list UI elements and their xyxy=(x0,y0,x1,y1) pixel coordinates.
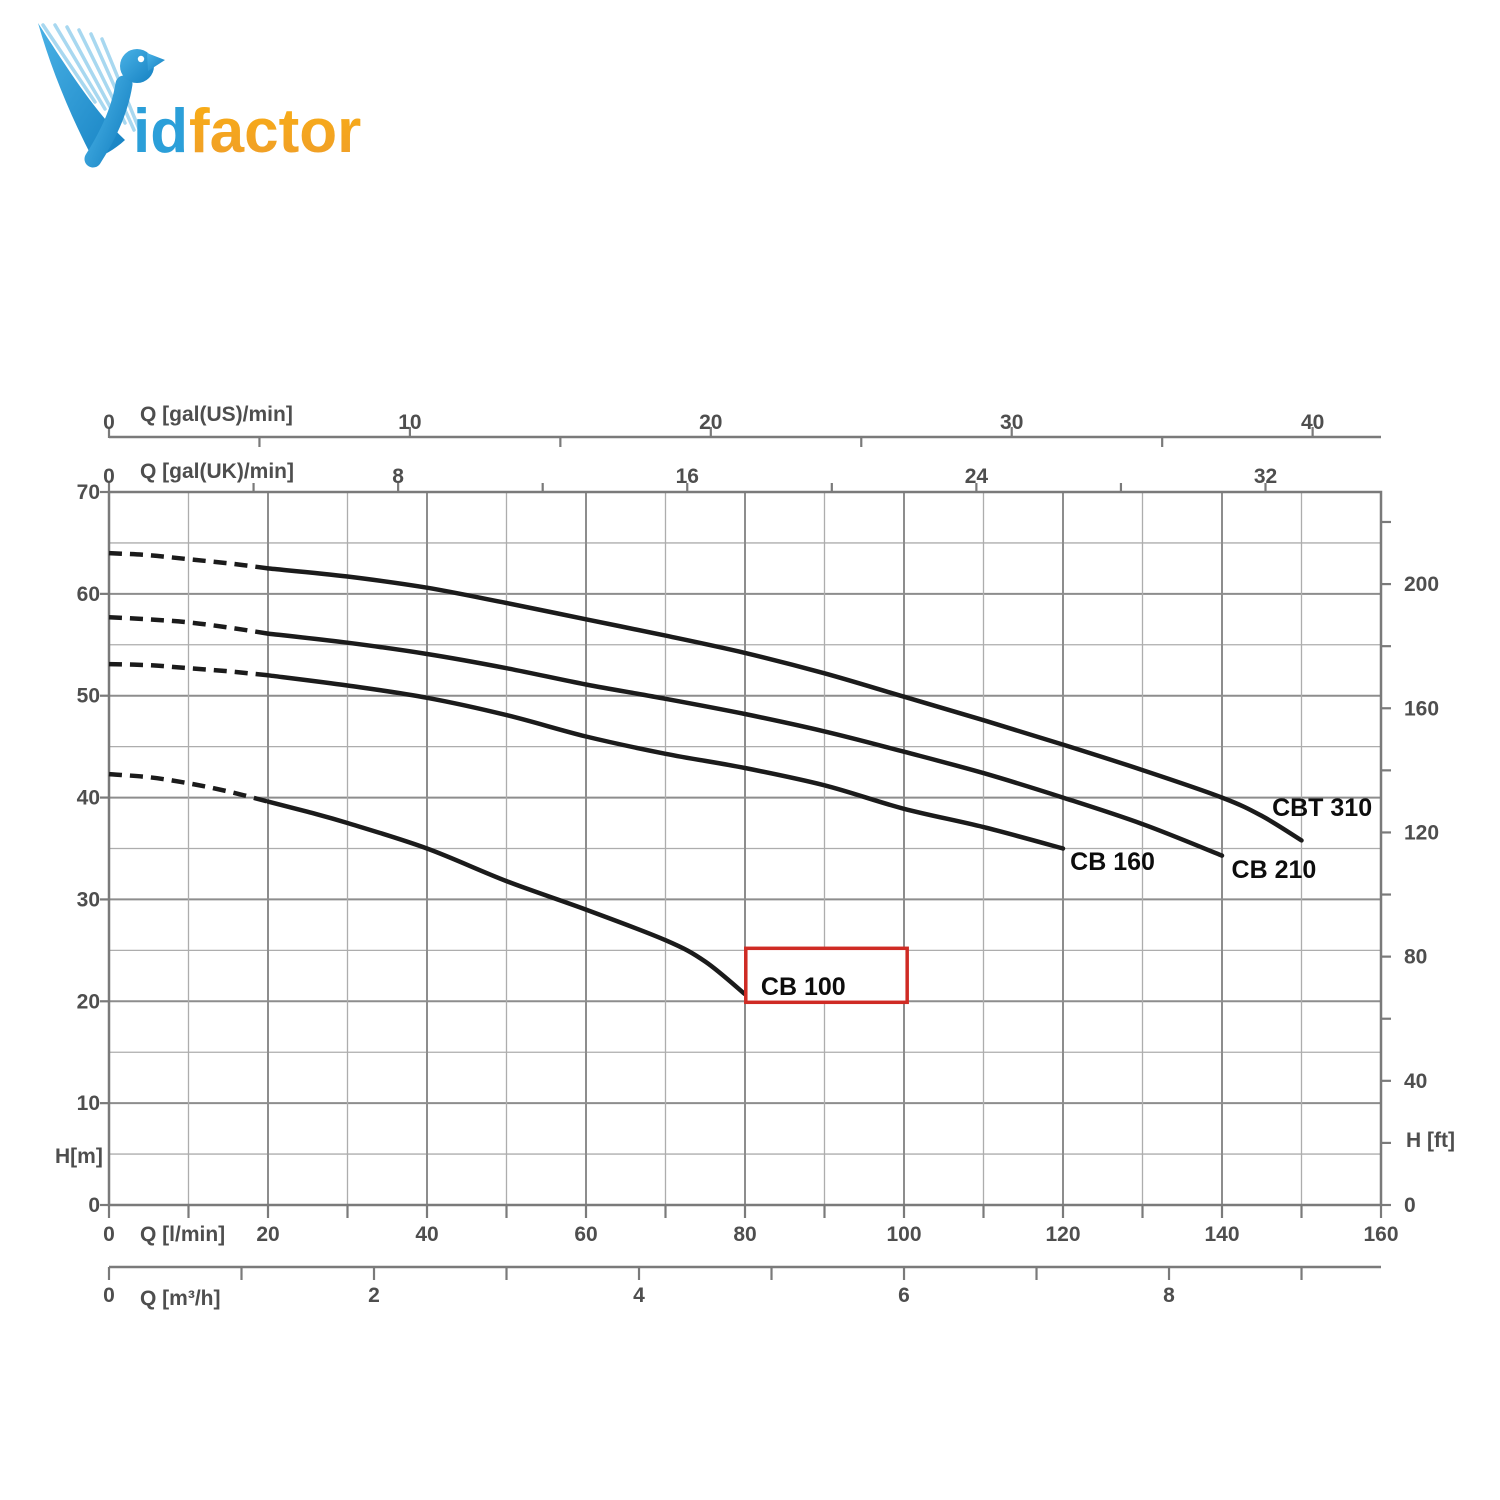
x-axis-gal-uk-tick-label: 8 xyxy=(392,465,404,488)
y-axis-ft-tick-label: 200 xyxy=(1404,573,1439,596)
logo-text-id: id xyxy=(133,97,188,166)
y-axis-m-tick-label: 50 xyxy=(77,685,100,708)
y-axis-m-tick-label: 10 xyxy=(77,1092,100,1115)
x-axis-lmin-tick-label: 80 xyxy=(733,1223,756,1246)
curve-dashed-cb-210 xyxy=(108,615,269,636)
x-axis-gal-us-tick-label: 20 xyxy=(699,411,722,434)
curve-cb-160 xyxy=(265,673,1066,851)
y-axis-ft-tick-label: 160 xyxy=(1404,697,1439,720)
y-axis-ft-tick-label: 120 xyxy=(1404,821,1439,844)
x-axis-lmin-tick-label: 120 xyxy=(1045,1223,1080,1246)
x-axis-gal-uk-tick-label: 0 xyxy=(103,465,115,488)
bird-eye xyxy=(137,55,145,63)
curve-cb-100 xyxy=(265,799,748,997)
x-axis-gal-uk-tick-label: 24 xyxy=(965,465,989,488)
bird-head xyxy=(120,49,154,83)
x-axis-gal-uk-tick-label: 16 xyxy=(676,465,699,488)
x-axis-lmin-tick-label: 60 xyxy=(574,1223,597,1246)
y-axis-m-tick-label: 40 xyxy=(77,787,100,810)
x-axis-gal-us-tick-label: 10 xyxy=(398,411,421,434)
y-axis-ft-tick-label: 0 xyxy=(1404,1194,1416,1217)
y-axis-m-tick-label: 20 xyxy=(77,990,100,1013)
x-axis-m3h-tick-label: 4 xyxy=(633,1284,645,1307)
y-axis-ft-tick-label: 40 xyxy=(1404,1070,1427,1093)
x-axis-lmin-tick-label: 40 xyxy=(415,1223,438,1246)
curve-label-cb-210: CB 210 xyxy=(1232,856,1317,884)
x-axis-m3h-tick-label: 8 xyxy=(1163,1284,1175,1307)
bird-neck xyxy=(84,75,133,168)
y-axis-ft-tick-label: 80 xyxy=(1404,946,1427,969)
curve-dashed-cb-160 xyxy=(108,661,269,678)
x-axis-gal-us-title: Q [gal(US)/min] xyxy=(140,403,293,426)
logo-text-factor: factor xyxy=(189,97,361,166)
curve-cbt-310 xyxy=(265,566,1304,843)
x-axis-lmin-tick-label: 20 xyxy=(256,1223,279,1246)
x-axis-gal-us-tick-label: 0 xyxy=(103,411,115,434)
vidfactor-logo: id factor xyxy=(38,23,361,168)
x-axis-gal-us-tick-label: 40 xyxy=(1301,411,1324,434)
x-axis-lmin-tick-label: 100 xyxy=(886,1223,921,1246)
highlight-box xyxy=(744,946,909,1005)
x-axis-m3h-title: Q [m³/h] xyxy=(140,1287,220,1310)
x-axis-gal-uk-title: Q [gal(UK)/min] xyxy=(140,460,294,483)
curve-cb-210 xyxy=(265,631,1225,858)
y-axis-ft-title: H [ft] xyxy=(1406,1129,1455,1152)
x-axis-gal-us-tick-label: 30 xyxy=(1000,411,1023,434)
curve-dashed-cbt-310 xyxy=(108,550,269,571)
x-axis-lmin-tick-label: 0 xyxy=(103,1223,115,1246)
curve-dashed-cb-100 xyxy=(108,771,269,804)
x-axis-lmin-title: Q [l/min] xyxy=(140,1223,225,1246)
y-axis-m-tick-label: 30 xyxy=(77,888,100,911)
x-axis-lmin-tick-label: 160 xyxy=(1363,1223,1398,1246)
x-axis-m3h-tick-label: 0 xyxy=(103,1284,115,1307)
x-axis-lmin-tick-label: 140 xyxy=(1204,1223,1239,1246)
x-axis-m3h-tick-label: 6 xyxy=(898,1284,910,1307)
bird-beak xyxy=(147,53,165,71)
y-axis-m-tick-label: 0 xyxy=(88,1194,100,1217)
y-axis-m-title: H[m] xyxy=(55,1145,103,1168)
curve-label-cbt-310: CBT 310 xyxy=(1272,794,1372,822)
y-axis-m-tick-label: 70 xyxy=(77,481,100,504)
y-axis-m-tick-label: 60 xyxy=(77,583,100,606)
x-axis-m3h-tick-label: 2 xyxy=(368,1284,380,1307)
curve-label-cb-100: CB 100 xyxy=(761,973,846,1001)
x-axis-gal-uk-tick-label: 32 xyxy=(1254,465,1277,488)
curve-label-cb-160: CB 160 xyxy=(1070,848,1155,876)
logo-bird-icon xyxy=(38,23,165,168)
